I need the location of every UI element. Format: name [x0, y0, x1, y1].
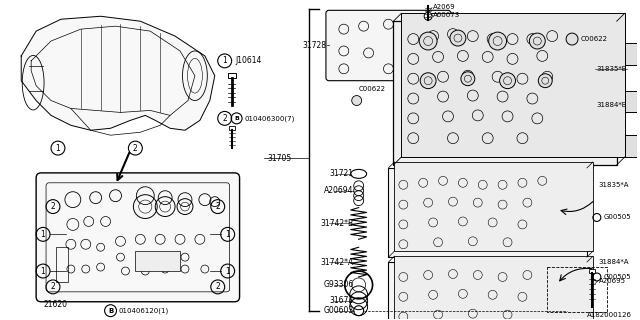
Text: G00505: G00505 [604, 214, 632, 220]
Bar [136, 251, 180, 271]
Bar [388, 168, 587, 257]
Text: 1: 1 [41, 267, 45, 276]
Polygon shape [21, 16, 215, 130]
Text: A182000126: A182000126 [587, 312, 632, 318]
Text: 31835*A: 31835*A [599, 182, 629, 188]
Bar [625, 135, 640, 157]
Bar [228, 73, 236, 78]
Text: J10614: J10614 [236, 56, 262, 65]
Bar [394, 162, 593, 251]
Circle shape [450, 30, 466, 46]
Bar [394, 256, 593, 320]
Text: 31835*B: 31835*B [597, 66, 627, 72]
Bar [388, 262, 587, 320]
Text: 31728: 31728 [302, 41, 326, 50]
Text: A20695: A20695 [599, 278, 626, 284]
FancyBboxPatch shape [326, 10, 451, 81]
Text: 21620: 21620 [43, 300, 67, 309]
Text: 31742*B: 31742*B [321, 219, 354, 228]
Bar [625, 43, 640, 65]
Bar [56, 247, 68, 282]
Text: 31671: 31671 [330, 296, 354, 305]
Text: 31705: 31705 [268, 154, 292, 163]
Text: 1: 1 [225, 267, 230, 276]
Text: A20694: A20694 [324, 186, 354, 195]
Text: 010406300(7): 010406300(7) [244, 115, 295, 122]
Circle shape [500, 73, 515, 89]
Text: 2: 2 [133, 144, 138, 153]
Circle shape [538, 74, 552, 88]
Circle shape [424, 12, 432, 20]
Text: 2: 2 [216, 282, 220, 292]
Text: G00603: G00603 [323, 306, 354, 315]
FancyBboxPatch shape [36, 173, 239, 302]
Text: 1: 1 [225, 230, 230, 239]
Bar [228, 126, 235, 130]
Circle shape [529, 33, 545, 49]
Text: B: B [108, 308, 113, 314]
Text: A2069: A2069 [433, 4, 456, 10]
Text: 2: 2 [51, 202, 56, 211]
Circle shape [461, 72, 475, 86]
Circle shape [489, 32, 506, 50]
Text: C00622: C00622 [358, 86, 386, 92]
Text: G93306: G93306 [323, 280, 354, 289]
Text: 1: 1 [41, 230, 45, 239]
Text: B: B [234, 116, 239, 121]
Text: 010406120(1): 010406120(1) [118, 308, 169, 314]
Bar [625, 91, 640, 112]
Text: 31884*B: 31884*B [597, 102, 627, 108]
Text: 1: 1 [222, 56, 227, 65]
Text: 2: 2 [222, 114, 227, 123]
Text: 2: 2 [216, 202, 220, 211]
Text: 1: 1 [56, 144, 60, 153]
Bar [394, 21, 617, 165]
Text: 31742*A: 31742*A [321, 258, 354, 267]
Bar [589, 269, 595, 273]
Bar [401, 13, 625, 157]
Text: A60673: A60673 [433, 12, 460, 18]
Text: C00622: C00622 [581, 36, 608, 42]
Bar [547, 267, 607, 312]
Circle shape [566, 33, 578, 45]
Circle shape [419, 32, 437, 50]
Text: 31721: 31721 [330, 169, 354, 178]
Text: 31884*A: 31884*A [599, 259, 629, 265]
Text: G00505: G00505 [604, 274, 632, 280]
Text: 2: 2 [51, 282, 56, 292]
Circle shape [420, 73, 436, 89]
Circle shape [352, 96, 362, 106]
